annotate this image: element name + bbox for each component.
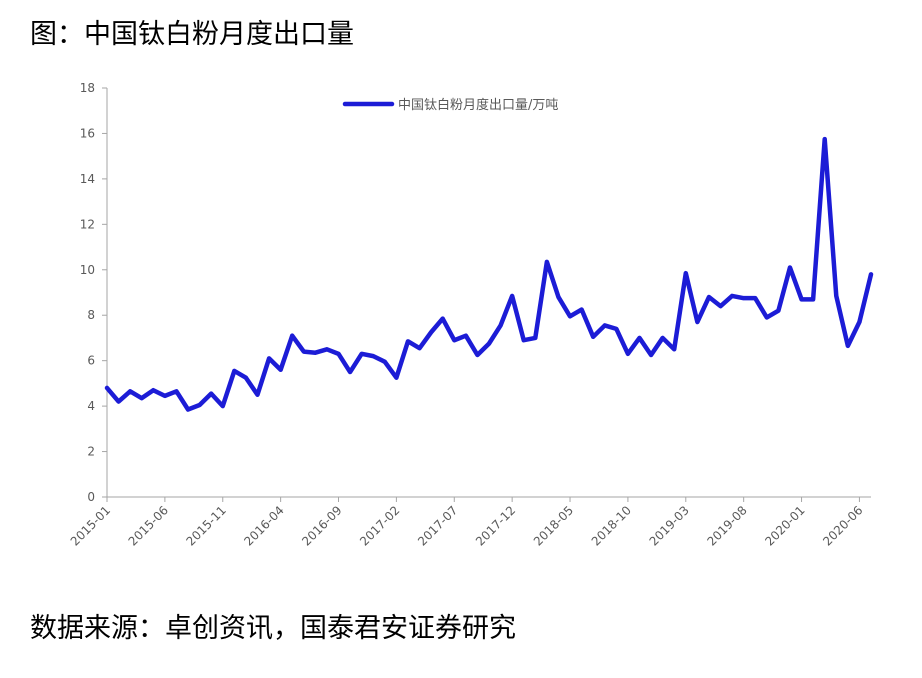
x-tick-label: 2017-02 bbox=[357, 503, 402, 548]
x-tick-label: 2019-03 bbox=[647, 503, 692, 548]
x-tick-label: 2018-05 bbox=[531, 503, 576, 548]
y-tick-label: 0 bbox=[87, 490, 95, 504]
y-tick-label: 8 bbox=[87, 308, 95, 322]
y-tick-label: 18 bbox=[80, 81, 95, 95]
x-tick-label: 2016-09 bbox=[299, 503, 344, 548]
legend-label: 中国钛白粉月度出口量/万吨 bbox=[398, 97, 558, 113]
x-tick-label: 2018-10 bbox=[589, 503, 634, 548]
y-tick-label: 12 bbox=[80, 217, 95, 231]
x-tick-label: 2017-12 bbox=[473, 503, 518, 548]
series-line bbox=[104, 136, 874, 412]
x-tick-label: 2016-04 bbox=[241, 503, 286, 548]
x-tick-label: 2020-06 bbox=[820, 503, 865, 548]
series-layer bbox=[104, 136, 874, 412]
x-tick-label: 2020-01 bbox=[762, 503, 807, 548]
y-tick-label: 16 bbox=[80, 126, 95, 140]
x-tick-label: 2019-08 bbox=[704, 503, 749, 548]
y-tick-label: 2 bbox=[87, 445, 95, 459]
y-tick-label: 10 bbox=[80, 263, 95, 277]
y-tick-label: 6 bbox=[87, 354, 95, 368]
y-tick-label: 14 bbox=[80, 172, 95, 186]
x-tick-label: 2015-06 bbox=[126, 503, 171, 548]
x-axis: 2015-01 2015-06 2015-11 2016-04 2016-09 2017-… bbox=[68, 496, 871, 549]
x-tick-label: 2015-01 bbox=[68, 503, 113, 548]
x-tick-label: 2015-11 bbox=[184, 503, 229, 548]
y-axis: 0 2 4 6 8 10 12 14 16 18 bbox=[80, 81, 108, 504]
x-tick-label: 2017-07 bbox=[415, 503, 460, 548]
figure-title: 图：中国钛白粉月度出口量 bbox=[30, 19, 354, 50]
figure-source: 数据来源：卓创资讯，国泰君安证券研究 bbox=[30, 613, 516, 644]
y-tick-label: 4 bbox=[87, 399, 95, 413]
legend: 中国钛白粉月度出口量/万吨 bbox=[342, 97, 558, 113]
